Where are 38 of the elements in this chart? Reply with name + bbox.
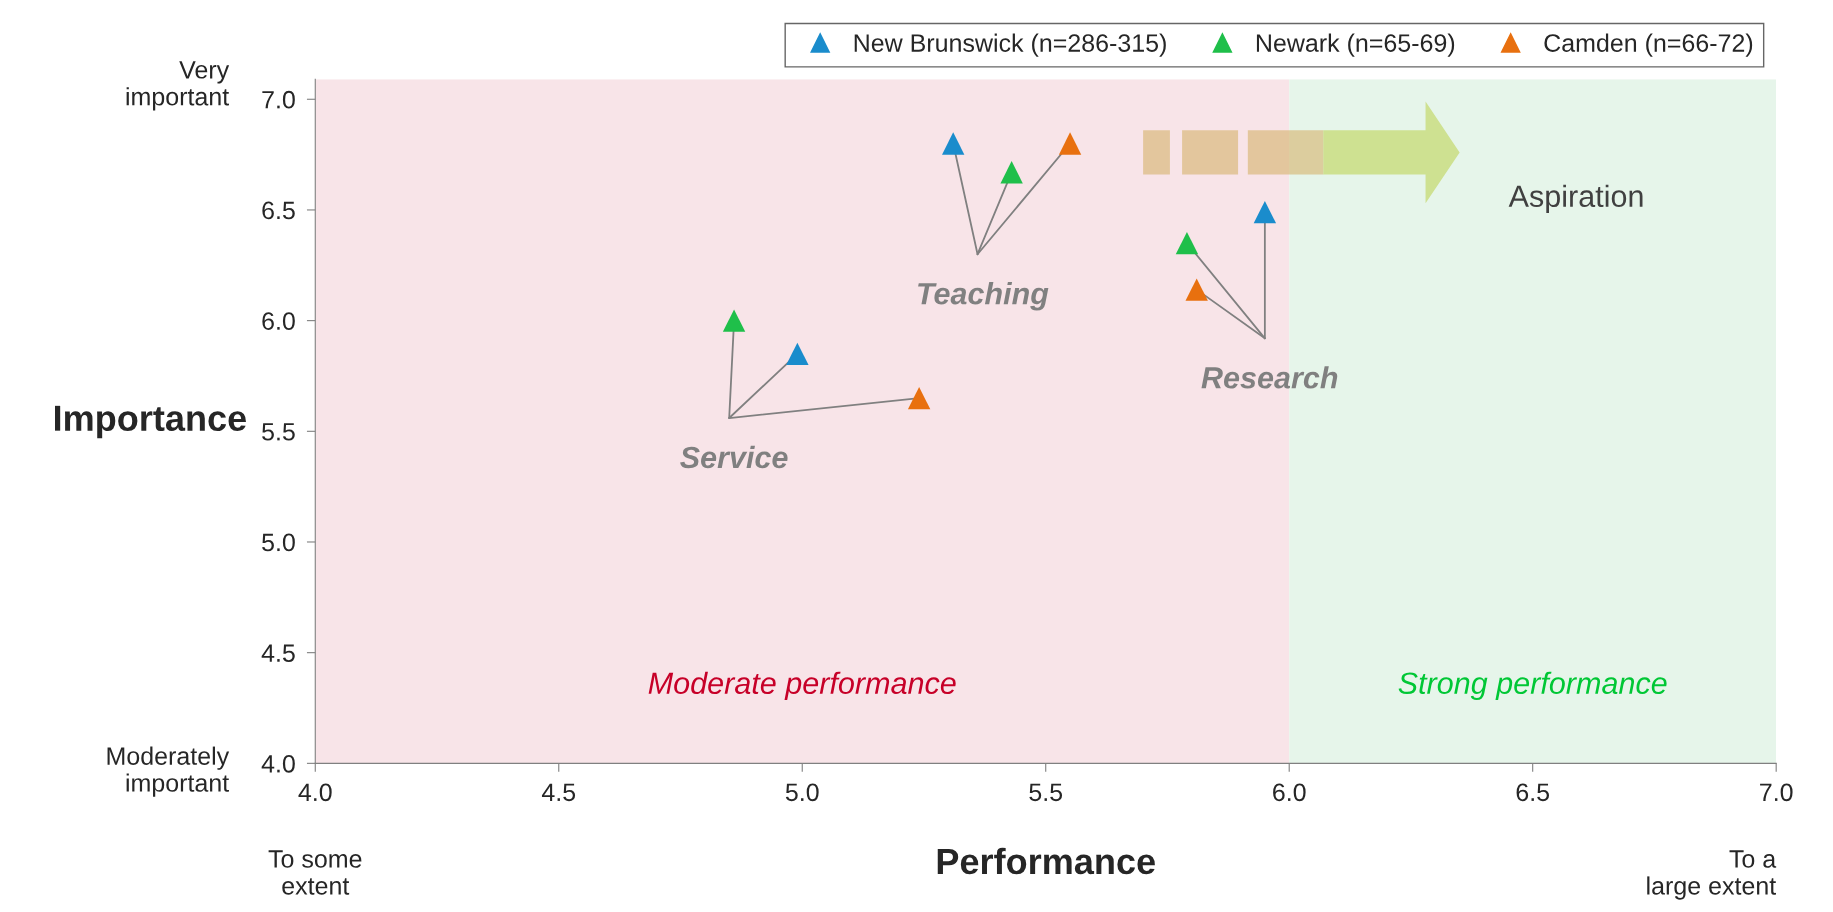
point [1253,200,1277,224]
point [1000,161,1023,184]
x-axis-title: Performance [937,847,1155,875]
y-tick-label: 5.0 [262,533,295,552]
y-tick-label: 6.0 [262,312,295,330]
point [722,309,746,332]
point [1185,278,1208,301]
legend-label: Newark (n=65-69) [1256,33,1455,57]
band-label: Strong performance [1398,671,1667,701]
x-tick-label: 6.5 [1516,783,1550,802]
y-axis-title: Importance [54,405,246,439]
annotation: Service [680,445,788,469]
text: Moderately important [107,746,230,797]
y-tick-label: 6.5 [262,201,295,220]
band-label: Moderate performance [648,671,956,701]
annotation: Aspiration [1508,184,1643,214]
legend-label: New Brunswick (n=286-315) [854,33,1166,57]
annotation: Teaching [918,282,1049,311]
text: To some extent [268,850,362,895]
x-tick-label: 5.5 [1029,783,1063,802]
x-tick-label: 7.0 [1760,783,1793,802]
text: To a large extent [1647,850,1777,900]
point [1058,132,1082,155]
x-tick-label: 6.0 [1273,783,1306,802]
point [1175,231,1199,255]
annotation: Research [1201,366,1338,389]
point [786,342,809,366]
x-tick-label: 4.5 [541,783,576,802]
y-tick-label: 7.0 [262,90,295,109]
point [907,386,931,410]
y-tick-label: 4.5 [261,644,295,662]
x-tick-label: 4.0 [298,783,332,802]
legend-label: Camden (n=66-72) [1544,33,1753,57]
point [942,132,965,155]
y-tick-label: 5.5 [262,423,295,441]
text: Very important [126,61,230,111]
x-tick-label: 5.0 [785,783,819,802]
y-tick-label: 4.0 [261,754,295,773]
